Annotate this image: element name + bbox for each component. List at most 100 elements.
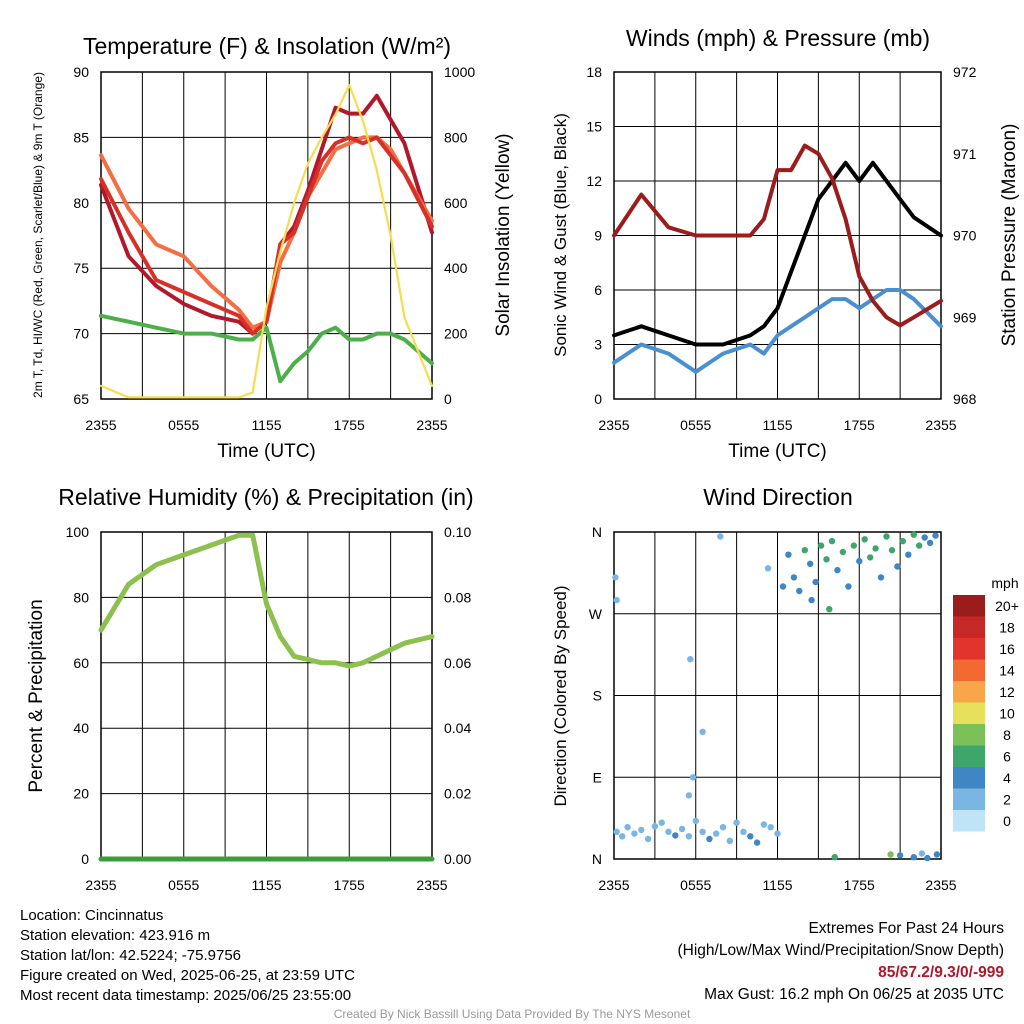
direction-point bbox=[692, 817, 699, 825]
direction-point bbox=[713, 830, 720, 837]
y-tick-label: E bbox=[593, 769, 602, 785]
series-line bbox=[98, 532, 435, 669]
y2-tick-label: 0.00 bbox=[444, 851, 471, 867]
direction-point bbox=[839, 548, 847, 556]
direction-point bbox=[638, 826, 645, 834]
y-tick-label: 60 bbox=[73, 655, 89, 671]
y2-axis-label: Solar Insolation (Yellow) bbox=[493, 133, 514, 336]
legend-swatch bbox=[953, 767, 985, 789]
legend-label: 16 bbox=[999, 641, 1015, 657]
y-axis-label: Percent & Precipitation bbox=[26, 599, 47, 792]
panel-title: Winds (mph) & Pressure (mb) bbox=[626, 25, 930, 51]
legend-swatch bbox=[953, 616, 985, 638]
legend-swatch bbox=[953, 810, 985, 832]
y2-tick-label: 0.10 bbox=[444, 524, 471, 540]
direction-point bbox=[872, 545, 879, 552]
max-gust: Max Gust: 16.2 mph On 06/25 at 2035 UTC bbox=[704, 986, 1004, 1003]
legend-swatch bbox=[953, 638, 985, 660]
direction-point bbox=[717, 533, 724, 540]
direction-point bbox=[790, 574, 798, 581]
y-tick-label: 12 bbox=[586, 173, 602, 189]
legend-label: 12 bbox=[999, 684, 1015, 700]
y-tick-label: 100 bbox=[66, 524, 90, 540]
legend-label: 4 bbox=[1003, 770, 1011, 786]
legend-swatch bbox=[953, 788, 985, 810]
direction-point bbox=[760, 821, 768, 828]
panel-title: Relative Humidity (%) & Precipitation (i… bbox=[58, 484, 473, 510]
panel-title: Wind Direction bbox=[703, 484, 853, 510]
x-tick-label: 2355 bbox=[416, 877, 447, 893]
direction-point bbox=[867, 554, 874, 561]
direction-point bbox=[613, 828, 620, 835]
y-tick-label: 6 bbox=[594, 282, 602, 298]
temperature-panel: Temperature (F) & Insolation (W/m²) 2355 0… bbox=[31, 33, 514, 462]
direction-point bbox=[619, 833, 626, 840]
legend-label: 6 bbox=[1003, 749, 1011, 765]
x-tick-label: 1755 bbox=[334, 417, 365, 433]
y-tick-label: 0 bbox=[594, 391, 602, 407]
direction-point bbox=[883, 533, 890, 540]
y-tick-label: W bbox=[589, 606, 603, 622]
direction-point bbox=[856, 557, 863, 565]
x-tick-label: 0555 bbox=[680, 877, 711, 893]
x-tick-label: 2355 bbox=[85, 877, 116, 893]
direction-point bbox=[807, 560, 814, 567]
direction-point bbox=[678, 825, 686, 833]
legend-label: 0 bbox=[1003, 813, 1011, 829]
series-line bbox=[612, 288, 943, 374]
y-tick-label: 15 bbox=[586, 119, 602, 135]
direction-point bbox=[888, 547, 896, 554]
direction-point bbox=[932, 532, 939, 539]
legend-label: 8 bbox=[1003, 727, 1011, 743]
y-tick-label: 0 bbox=[81, 851, 89, 867]
series-line bbox=[612, 160, 943, 347]
y-tick-label: 20 bbox=[73, 786, 89, 802]
x-tick-label: 1155 bbox=[251, 877, 281, 893]
y-tick-label: 85 bbox=[73, 129, 89, 145]
direction-point bbox=[699, 828, 706, 835]
direction-point bbox=[845, 583, 852, 590]
y2-tick-label: 0.02 bbox=[444, 786, 471, 802]
legend-label: 10 bbox=[999, 706, 1015, 722]
direction-point bbox=[740, 828, 747, 835]
x-tick-label: 1155 bbox=[251, 417, 281, 433]
figure-created: Figure created on Wed, 2025-06-25, at 23… bbox=[20, 967, 355, 984]
direction-point bbox=[823, 556, 830, 563]
y-tick-label: 75 bbox=[73, 260, 89, 276]
x-tick-label: 2355 bbox=[598, 877, 629, 893]
direction-point bbox=[926, 539, 934, 547]
direction-point bbox=[894, 563, 901, 570]
y-axis-label: Direction (Colored By Speed) bbox=[551, 585, 570, 806]
series-line bbox=[99, 313, 434, 384]
legend-title: mph bbox=[991, 575, 1018, 591]
direction-point bbox=[896, 852, 904, 859]
legend-swatch bbox=[953, 702, 985, 724]
plot-frame bbox=[100, 71, 433, 400]
direction-point bbox=[644, 835, 652, 843]
direction-point bbox=[905, 551, 912, 558]
direction-point bbox=[801, 547, 808, 554]
x-tick-label: 2355 bbox=[416, 417, 447, 433]
winds-panel: Winds (mph) & Pressure (mb) 2355 0555 1155 1… bbox=[551, 25, 1020, 462]
direction-point bbox=[726, 837, 733, 844]
y-tick-label: 70 bbox=[73, 326, 89, 342]
direction-point bbox=[826, 606, 833, 613]
direction-point bbox=[910, 854, 917, 861]
x-tick-label: 1155 bbox=[762, 877, 792, 893]
y2-tick-label: 0.04 bbox=[444, 720, 471, 736]
x-tick-label: 2355 bbox=[925, 877, 956, 893]
x-axis-label: Time (UTC) bbox=[728, 441, 827, 462]
y2-tick-label: 800 bbox=[444, 129, 468, 145]
direction-point bbox=[785, 551, 792, 558]
station-location: Location: Cincinnatus bbox=[20, 907, 164, 924]
extremes-box: Extremes For Past 24 Hours (High/Low/Max… bbox=[678, 918, 1005, 1006]
direction-point bbox=[613, 596, 620, 604]
direction-point bbox=[747, 833, 754, 840]
x-tick-label: 2355 bbox=[925, 417, 956, 433]
legend-label: 2 bbox=[1003, 792, 1011, 808]
x-axis-label: Time (UTC) bbox=[217, 441, 316, 462]
direction-point bbox=[672, 832, 679, 839]
series-line bbox=[99, 93, 434, 336]
direction-point bbox=[685, 833, 693, 840]
